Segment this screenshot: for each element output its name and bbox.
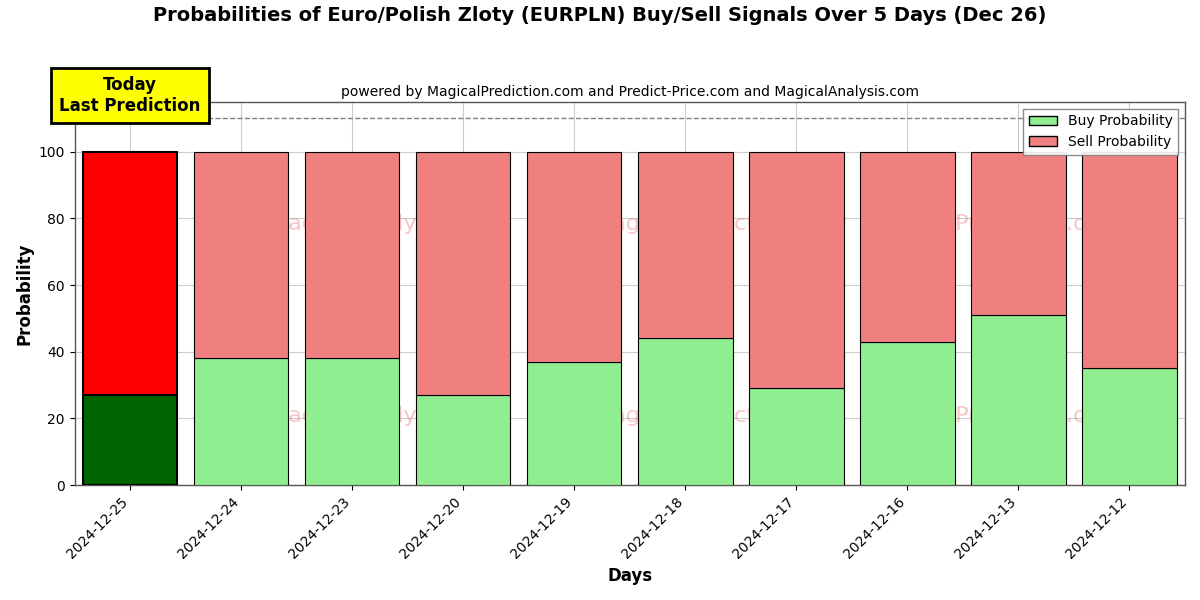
Bar [83,395,178,485]
Legend: Buy Probability, Sell Probability: Buy Probability, Sell Probability [1024,109,1178,155]
Bar [416,395,510,485]
Bar [305,358,400,485]
Bar [527,152,622,362]
Bar [1082,152,1177,368]
Text: Probabilities of Euro/Polish Zloty (EURPLN) Buy/Sell Signals Over 5 Days (Dec 26: Probabilities of Euro/Polish Zloty (EURP… [154,6,1046,25]
Bar [83,152,178,395]
Text: Today
Last Prediction: Today Last Prediction [60,76,200,115]
Text: MagicalAnalysis.com: MagicalAnalysis.com [270,214,502,235]
Text: MagicalPrediction.com: MagicalPrediction.com [594,406,844,426]
Bar [194,358,288,485]
Bar [860,342,955,485]
X-axis label: Days: Days [607,567,653,585]
Text: MagicalPrediction.com: MagicalPrediction.com [594,214,844,235]
Bar [416,152,510,395]
Bar [527,362,622,485]
Text: MagicalPrediction.com: MagicalPrediction.com [871,214,1122,235]
Bar [749,152,844,388]
Bar [194,152,288,358]
Bar [638,338,732,485]
Bar [638,152,732,338]
Bar [860,152,955,342]
Text: MagicalAnalysis.com: MagicalAnalysis.com [270,406,502,426]
Bar [305,152,400,358]
Bar [749,388,844,485]
Title: powered by MagicalPrediction.com and Predict-Price.com and MagicalAnalysis.com: powered by MagicalPrediction.com and Pre… [341,85,919,99]
Bar [971,315,1066,485]
Bar [1082,368,1177,485]
Y-axis label: Probability: Probability [16,242,34,344]
Text: MagicalPrediction.com: MagicalPrediction.com [871,406,1122,426]
Bar [971,152,1066,315]
